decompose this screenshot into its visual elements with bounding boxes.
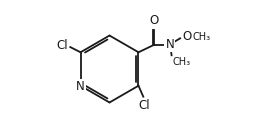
Text: O: O xyxy=(150,14,159,27)
Text: O: O xyxy=(182,30,191,43)
Text: Cl: Cl xyxy=(138,99,150,112)
Text: CH₃: CH₃ xyxy=(173,57,191,67)
Text: N: N xyxy=(75,80,84,93)
Text: CH₃: CH₃ xyxy=(192,32,210,42)
Text: Cl: Cl xyxy=(56,39,68,52)
Text: N: N xyxy=(166,38,174,51)
